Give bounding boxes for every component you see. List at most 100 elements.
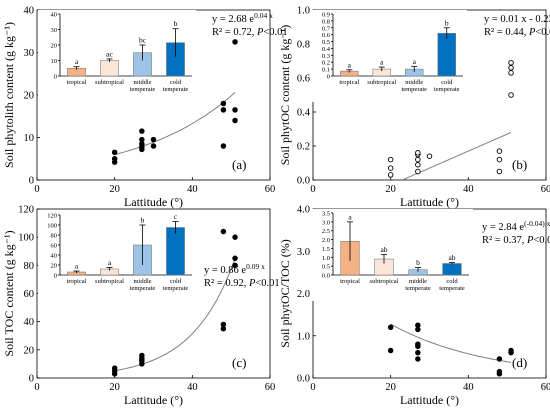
inset-y-tick-label: 0.6 (322, 32, 331, 39)
data-point (415, 322, 421, 328)
inset-y-tick-label: 120 (47, 213, 57, 220)
x-tick-label: 60 (265, 184, 276, 195)
inset-y-tick-label: 0.8 (322, 18, 330, 25)
y-axis-label: Soil phytolith content (g kg⁻¹) (2, 22, 16, 168)
r2-part: R² = 0.92, (204, 278, 249, 289)
y-tick-label: 0 (29, 374, 34, 385)
fit-r2: R² = 0.72, P<0.01 (212, 27, 288, 38)
significance-letter: a (380, 58, 384, 67)
inset-y-tick-label: 0.5 (322, 264, 330, 271)
y-tick-label: 120 (18, 205, 34, 216)
r2-p: P (256, 27, 264, 38)
data-point (111, 365, 118, 371)
equation-exponent: 0.04 x (254, 11, 273, 20)
y-tick-label: 30 (24, 48, 35, 59)
r2-part: R² = 0.72, (212, 27, 257, 38)
significance-letter: a (75, 57, 79, 66)
data-point (387, 347, 394, 354)
y-tick-label: 20 (24, 345, 35, 356)
r2-part: R² = 0.37, (482, 235, 527, 246)
significance-letter: a (108, 258, 112, 267)
data-point (139, 128, 145, 134)
category-word: temperate (130, 86, 156, 93)
category-word: cold (446, 278, 458, 285)
inset-y-tick-label: 0.7 (322, 25, 331, 32)
data-point (139, 136, 145, 143)
trend-line (390, 323, 512, 363)
data-point (508, 347, 514, 354)
significance-letter: bc (139, 36, 147, 45)
y-tick-label: 1.0 (297, 6, 310, 17)
data-point (496, 368, 503, 375)
inset-bar (166, 227, 185, 276)
inset-y-tick-label: 0 (54, 74, 57, 81)
equation-part: y = 2.84 e (482, 222, 524, 233)
x-tick-label: 20 (385, 184, 396, 195)
category-word: middle (405, 79, 423, 86)
data-point (415, 341, 421, 347)
x-axis-label: Lattitude (°) (400, 393, 459, 407)
significance-letter: a (75, 262, 79, 271)
inset-bar-chart: 00.10.20.30.40.50.60.70.80.9 a tropical a su… (311, 10, 467, 102)
significance-letter: ab (448, 253, 455, 262)
inset-category-label: cold temperate (163, 278, 189, 292)
data-point (415, 356, 421, 362)
x-tick-label: 40 (463, 184, 474, 195)
chart-panel-4: 0.0 1.0 2.0 3.0 4.0 0 20 40 60 Lattitude (°) Soil … (278, 205, 550, 408)
fit-equation: y = 2.84 e(-0.04) x (482, 219, 550, 234)
y-tick-label: 0 (29, 176, 34, 187)
inset-category-label: middle temperate (405, 278, 431, 292)
inset-y-tick-label: 1.5 (322, 246, 330, 253)
data-point (387, 156, 394, 163)
data-point (232, 255, 238, 262)
category-word: temperate (130, 285, 156, 292)
y-tick-label: 0.8 (297, 40, 310, 51)
data-point (220, 143, 227, 149)
data-point (220, 107, 227, 113)
r2-part: <0.01 (263, 27, 287, 38)
y-tick-label: 0.0 (297, 374, 310, 385)
category-word: temperate (163, 285, 189, 292)
y-tick-label: 80 (24, 261, 35, 272)
y-tick-label: 100 (18, 233, 34, 244)
data-point (415, 168, 421, 175)
x-tick-label: 0 (310, 382, 315, 393)
y-tick-label: 40 (24, 6, 35, 17)
x-tick-label: 20 (385, 382, 396, 393)
data-point (496, 168, 503, 175)
y-tick-label: 60 (24, 289, 35, 300)
data-point (496, 356, 503, 362)
trend-line (114, 258, 236, 372)
significance-letter: b (416, 258, 420, 267)
inset-category-label: cold temperate (163, 79, 189, 93)
r2-part: <0.01 (255, 278, 279, 289)
significance-letter: a (348, 212, 352, 221)
data-point (415, 161, 421, 168)
significance-letter: a (413, 57, 417, 66)
equation-part: y = 0.86 e (204, 265, 246, 276)
equation-exponent: (-0.04) x (524, 219, 550, 228)
fit-r2: R² = 0.92, P<0.01 (204, 278, 280, 289)
significance-letter: b (174, 19, 178, 28)
x-tick-label: 40 (463, 382, 474, 393)
chart-panel-2: 0.0 0.2 0.4 0.6 0.8 1.0 0 20 40 60 Lattitude (°) So… (278, 6, 550, 210)
data-point (426, 153, 433, 159)
panel-label: (b) (512, 157, 527, 172)
inset-category-label: middle temperate (130, 79, 156, 93)
significance-letter: b (445, 18, 449, 27)
data-point (496, 148, 503, 154)
x-tick-label: 40 (187, 382, 198, 393)
x-tick-label: 60 (541, 184, 550, 195)
inset-category-label: subtropical (95, 278, 124, 285)
inset-y-tick-label: 1.0 (322, 255, 330, 262)
x-tick-label: 20 (109, 382, 120, 393)
category-word: temperate (405, 285, 431, 292)
data-point (387, 172, 394, 178)
inset-y-tick-label: 0.0 (322, 273, 330, 280)
r2-p: P (248, 278, 256, 289)
fit-equation: y = 0.01 x - 0.23 (484, 14, 550, 25)
x-axis-label: Lattitude (°) (124, 195, 183, 209)
inset-y-tick-label: 60 (51, 243, 58, 250)
inset-y-tick-label: 0.4 (322, 46, 331, 53)
